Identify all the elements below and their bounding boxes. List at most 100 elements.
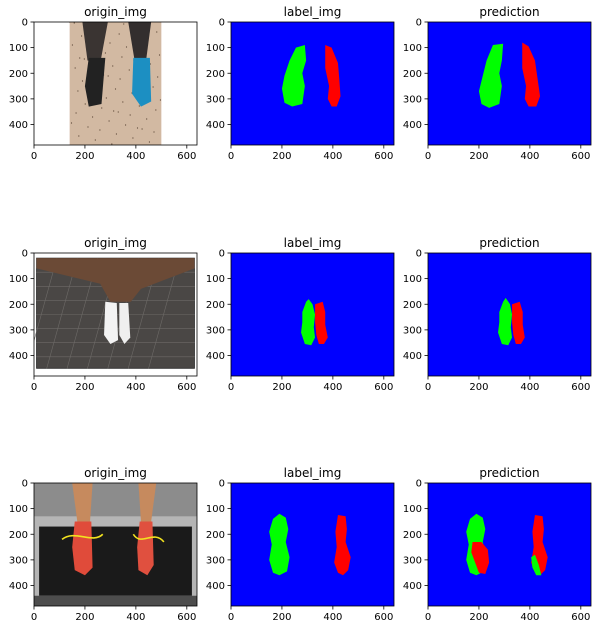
x-tick-label: 200 [272,612,291,623]
x-tick-label: 400 [520,382,539,393]
y-tick-label: 400 [403,581,422,592]
panel-title: prediction [479,5,539,19]
y-tick-label: 400 [403,351,422,362]
right-running-shoe [137,521,154,576]
left-leg [72,483,93,522]
x-tick-label: 0 [31,382,37,393]
y-tick-label: 300 [9,325,28,336]
y-tick-label: 400 [403,120,422,131]
axes-frame [33,482,198,607]
mask-background [428,483,591,606]
left-shoe-mask [498,297,513,346]
y-tick-label: 300 [403,555,422,566]
y-tick-label: 300 [9,555,28,566]
origin-image [34,483,197,606]
treadmill [39,526,192,596]
y-tick-label: 200 [9,69,28,80]
left-shoe-mask [478,43,504,108]
panel-title: prediction [479,466,539,480]
mask-background [231,483,394,606]
y-tick-label: 100 [206,43,225,54]
x-tick-label: 0 [228,382,234,393]
x-tick-label: 0 [228,612,234,623]
y-tick-label: 200 [9,300,28,311]
x-tick-label: 400 [323,151,342,162]
y-tick-label: 400 [206,120,225,131]
x-tick-label: 400 [520,151,539,162]
y-tick-label: 0 [219,18,225,29]
right-white-shoe [119,302,131,344]
x-tick-label: 0 [425,151,431,162]
y-tick-label: 300 [206,555,225,566]
x-tick-label: 200 [75,612,94,623]
panel-r2-c2: label_img 0 200 400 600 0 100 200 300 400 [206,236,395,393]
x-tick-label: 600 [571,151,590,162]
axes-frame [230,21,395,146]
x-tick-label: 200 [75,382,94,393]
x-tick-label: 200 [75,151,94,162]
panel-title: label_img [284,466,342,480]
y-tick-label: 0 [22,18,28,29]
mask-image [428,483,591,606]
y-tick-label: 100 [403,43,422,54]
y-tick-label: 300 [206,325,225,336]
y-tick-label: 200 [206,69,225,80]
left-shoe-mask [269,513,290,576]
right-leg [138,483,157,522]
y-tick-label: 100 [9,504,28,515]
axes-frame [33,21,198,146]
y-tick-label: 100 [206,504,225,515]
yellow-laces [61,533,165,543]
x-tick-label: 200 [272,151,291,162]
left-sneaker-shape [84,57,106,107]
x-tick-label: 0 [31,151,37,162]
y-tick-label: 400 [9,120,28,131]
mask-image [428,253,591,376]
mask-background [231,22,394,145]
panel-r3-c1: origin_img 0 200 400 600 0 100 200 300 400 [9,466,198,623]
x-tick-label: 200 [469,382,488,393]
x-tick-label: 0 [425,612,431,623]
right-sneaker-shape [132,57,152,107]
panel-r3-c2: label_img 0 200 400 600 0 100 200 300 400 [206,466,395,623]
y-tick-label: 300 [403,94,422,105]
y-tick-label: 300 [403,325,422,336]
panel-r3-c3: prediction 0 200 400 600 0 100 200 300 400 [403,466,592,623]
x-tick-label: 200 [469,612,488,623]
y-tick-label: 0 [416,249,422,260]
y-tick-label: 100 [403,274,422,285]
x-tick-label: 0 [31,612,37,623]
y-tick-label: 400 [206,351,225,362]
legs-shape [36,258,195,302]
axes-frame [33,252,198,377]
y-tick-label: 200 [403,300,422,311]
y-tick-label: 200 [9,530,28,541]
y-tick-label: 0 [219,479,225,490]
panel-r1-c1: origin_img 0 200 400 600 0 100 200 300 400 [9,5,198,162]
y-tick-label: 100 [9,43,28,54]
right-shoe-mask [522,42,541,107]
axes-frame [427,482,592,607]
y-tick-label: 100 [206,274,225,285]
x-tick-label: 400 [323,612,342,623]
panel-title: label_img [284,236,342,250]
x-tick-label: 0 [425,382,431,393]
axes-frame [427,252,592,377]
y-tick-label: 100 [403,504,422,515]
y-tick-label: 400 [206,581,225,592]
panel-title: origin_img [84,236,147,250]
axes-frame [230,482,395,607]
mask-image [231,483,394,606]
x-tick-label: 600 [177,612,196,623]
x-tick-label: 400 [126,382,145,393]
panel-r1-c2: label_img 0 200 400 600 0 100 200 300 400 [206,5,395,162]
left-shoe-mask [301,299,316,346]
panel-title: origin_img [84,466,147,480]
y-tick-label: 100 [9,274,28,285]
y-tick-label: 300 [9,94,28,105]
y-tick-label: 0 [22,479,28,490]
x-tick-label: 600 [177,382,196,393]
right-shoe-mask [315,301,328,344]
left-running-shoe [72,521,93,576]
origin-image [34,253,197,376]
